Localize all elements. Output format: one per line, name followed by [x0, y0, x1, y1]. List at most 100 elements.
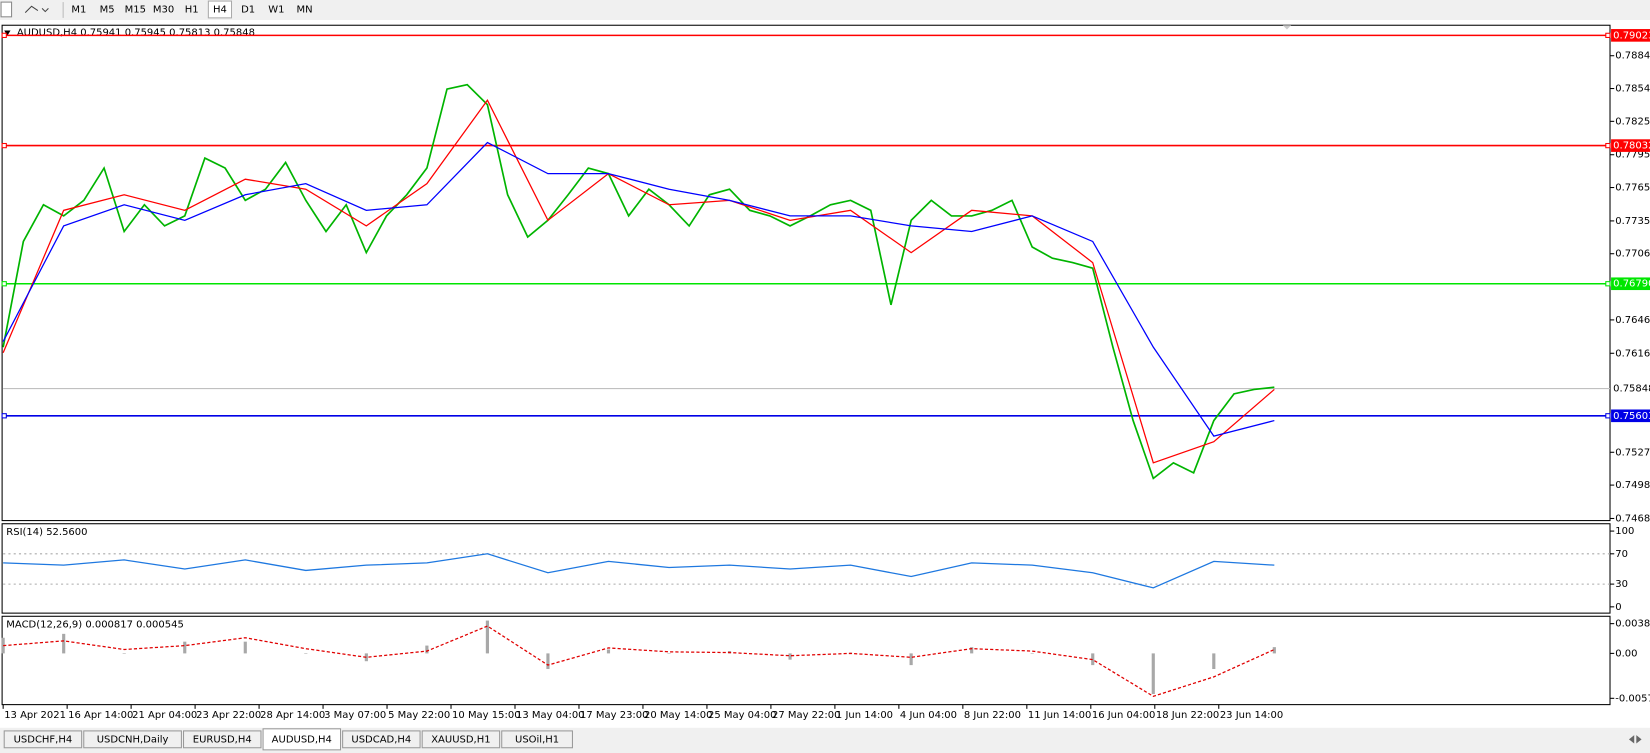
x-tick-label: 10 May 15:00 — [452, 710, 520, 721]
macd-histogram-bar — [546, 653, 550, 670]
level-label: 0.78032 — [1613, 141, 1650, 152]
x-tick-label: 27 May 22:00 — [772, 710, 840, 721]
level-handle — [1, 413, 7, 419]
tab-label[interactable]: EURUSD,H4 — [193, 734, 252, 745]
timeframe-button[interactable]: W1 — [268, 4, 284, 15]
x-tick-label: 3 May 07:00 — [324, 710, 386, 721]
tab[interactable] — [421, 730, 501, 749]
y-tick-label: 0.77655 — [1615, 183, 1650, 194]
y-tick-label: 30 — [1615, 579, 1628, 590]
tab[interactable] — [342, 730, 421, 749]
current-price-label: 0.75848 — [1613, 384, 1650, 395]
macd-histogram-bar — [1212, 653, 1216, 670]
x-tick-label: 21 Apr 04:00 — [132, 710, 197, 721]
tab[interactable] — [182, 730, 262, 749]
macd-panel — [1, 615, 1611, 706]
main-panel — [1, 24, 1611, 522]
level-handle — [1, 142, 7, 149]
x-tick-label: 18 Jun 22:00 — [1156, 710, 1219, 721]
x-tick-label: 25 May 04:00 — [708, 710, 776, 721]
x-tick-label: 23 Apr 22:00 — [196, 710, 261, 721]
timeframe-button[interactable]: H4 — [213, 4, 227, 15]
macd-histogram-bar — [485, 620, 489, 654]
macd-histogram-bar — [364, 653, 368, 662]
macd-histogram-bar — [1272, 647, 1276, 654]
timeframe-button[interactable]: MN — [296, 4, 312, 15]
level-label: 0.79023 — [1613, 30, 1650, 41]
toolbar-icon[interactable] — [0, 1, 13, 18]
tab-label[interactable]: USDCHF,H4 — [14, 734, 73, 745]
chart-area — [0, 21, 1650, 728]
macd-histogram-bar — [970, 647, 974, 654]
y-tick-label: 0.78545 — [1615, 84, 1650, 95]
macd-histogram-bar — [1091, 653, 1095, 666]
x-tick-label: 16 Jun 04:00 — [1092, 710, 1155, 721]
level-tag — [1611, 277, 1650, 291]
series-line — [3, 553, 1275, 589]
x-tick-label: 5 May 22:00 — [388, 710, 450, 721]
timeframe-active — [207, 0, 233, 19]
y-tick-label: 0 — [1615, 602, 1621, 613]
timeframe-button[interactable]: M30 — [153, 4, 174, 15]
y-tick-label: 70 — [1615, 549, 1628, 560]
y-tick-label: 0.003808 — [1615, 619, 1650, 630]
tab-active[interactable] — [262, 728, 342, 751]
macd-histogram-bar — [425, 645, 429, 654]
tab-label[interactable]: USDCAD,H4 — [351, 734, 411, 745]
timeframe-button[interactable]: D1 — [241, 4, 255, 15]
macd-histogram-bar — [183, 641, 187, 654]
macd-histogram-bar — [667, 653, 671, 654]
x-tick-label: 13 Apr 2021 — [4, 710, 66, 721]
level-handle — [1, 32, 7, 38]
tab-label[interactable]: AUDUSD,H4 — [272, 734, 332, 745]
x-tick-label: 28 Apr 14:00 — [260, 710, 325, 721]
x-tick-label: 13 May 04:00 — [516, 710, 584, 721]
level-handle — [1605, 142, 1611, 149]
y-tick-label: 100 — [1615, 526, 1634, 537]
level-tag — [1611, 409, 1650, 423]
tab-scroll[interactable] — [1628, 735, 1642, 744]
macd-histogram-bar — [304, 653, 308, 654]
series-line — [2, 141, 1275, 437]
macd-histogram-bar — [909, 653, 913, 666]
symbol-marker — [4, 30, 11, 36]
tab[interactable] — [3, 730, 83, 749]
macd-title: MACD(12,26,9) 0.000817 0.000545 — [6, 620, 184, 631]
toolbar-icon[interactable] — [24, 5, 49, 13]
chart-header: AUDUSD,H4 0.75941 0.75945 0.75813 0.7584… — [17, 28, 255, 39]
y-tick-label: -0.00575 — [1615, 693, 1650, 704]
tab-label[interactable]: USDCNH,Daily — [97, 734, 169, 745]
macd-histogram-bar — [1030, 653, 1034, 654]
y-tick-label: 0.76165 — [1615, 348, 1650, 359]
level-handle — [1605, 281, 1611, 287]
timeframe-button[interactable]: H1 — [185, 4, 199, 15]
timeframe-button[interactable]: M5 — [100, 4, 115, 15]
x-tick-label: 17 May 23:00 — [580, 710, 648, 721]
tab[interactable] — [83, 730, 182, 749]
rsi-title: RSI(14) 52.5600 — [6, 527, 87, 538]
timeframe-button[interactable]: M1 — [71, 4, 86, 15]
y-tick-label: 0.00 — [1615, 648, 1637, 659]
x-tick-label: 1 Jun 14:00 — [836, 710, 893, 721]
toolbar — [0, 0, 1650, 20]
macd-histogram-bar — [243, 641, 247, 654]
x-tick-label: 4 Jun 04:00 — [900, 710, 957, 721]
shift-marker — [1282, 25, 1292, 30]
series-line — [3, 625, 1275, 698]
level-tag — [1611, 29, 1650, 42]
x-tick-label: 11 Jun 14:00 — [1028, 710, 1091, 721]
y-tick-label: 0.76465 — [1615, 315, 1650, 326]
level-label: 0.75603 — [1613, 411, 1650, 422]
macd-histogram-bar — [788, 653, 792, 660]
level-handle — [1605, 413, 1611, 419]
macd-histogram-bar — [122, 653, 126, 654]
timeframe-button[interactable]: M15 — [125, 4, 146, 15]
tab-label[interactable]: XAUUSD,H1 — [431, 734, 490, 745]
tab[interactable] — [501, 730, 573, 749]
tab-label[interactable]: USOil,H1 — [515, 734, 559, 745]
